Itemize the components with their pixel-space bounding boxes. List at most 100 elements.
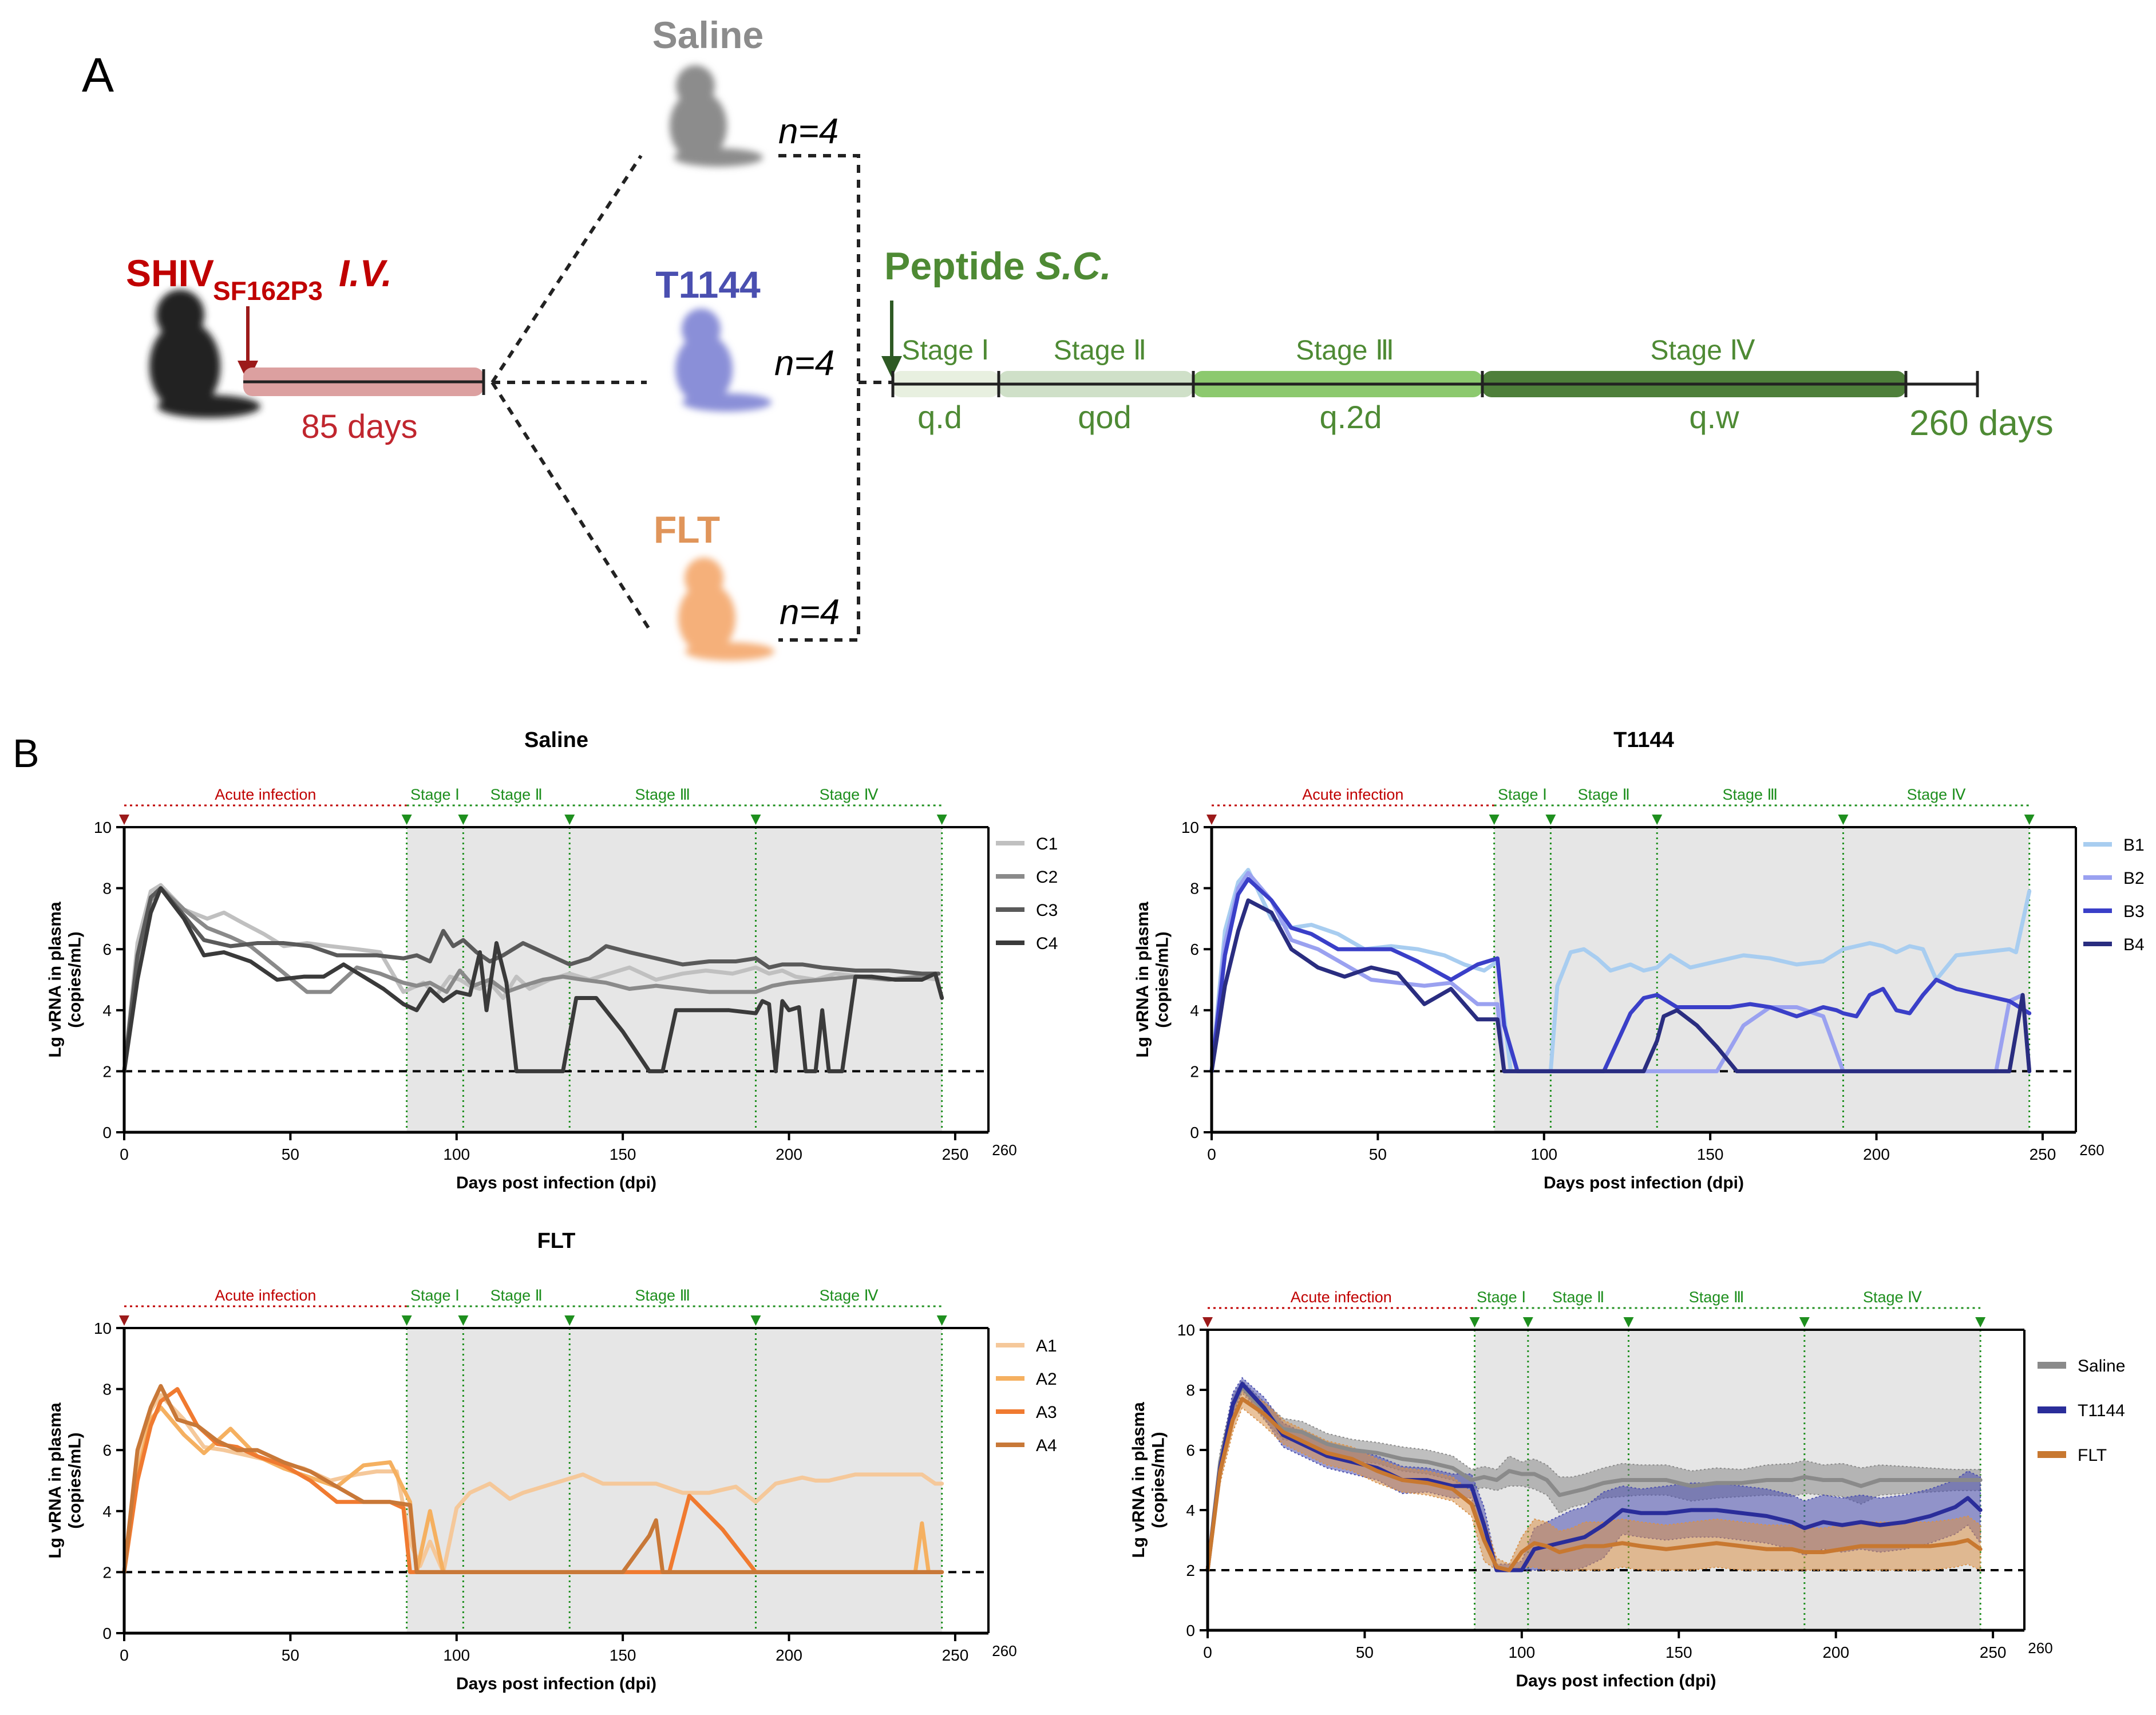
phase-label-stage: Stage Ⅲ bbox=[635, 1287, 691, 1304]
stage-ticks bbox=[891, 371, 1979, 397]
x-tick-label-150: 150 bbox=[610, 1145, 636, 1163]
group-t1144-name: T1144 bbox=[655, 263, 761, 306]
phase-label-stage: Stage Ⅰ bbox=[410, 786, 460, 803]
y-tick-label-8: 8 bbox=[1190, 880, 1199, 898]
phase-marker-0 bbox=[1202, 1317, 1213, 1327]
x-tick-label-50: 50 bbox=[282, 1145, 299, 1163]
treatment-period-shading bbox=[406, 827, 942, 1132]
y-axis-label-line2: (copies/mL) bbox=[1149, 1432, 1168, 1528]
acute-duration-label: 85 days bbox=[301, 408, 417, 445]
phase-marker-102 bbox=[458, 815, 469, 825]
saline-monkey-icon bbox=[670, 65, 763, 167]
phase-label-stage: Stage Ⅳ bbox=[820, 1287, 879, 1304]
y-tick-label-0: 0 bbox=[102, 1124, 112, 1141]
x-tick-label-150: 150 bbox=[610, 1646, 636, 1664]
legend-label-c2: C2 bbox=[1036, 868, 1058, 887]
phase-marker-190 bbox=[1799, 1317, 1810, 1327]
phase-marker-246 bbox=[936, 815, 947, 825]
stage3-name: Stage Ⅲ bbox=[1296, 335, 1394, 366]
x-tick-label-250: 250 bbox=[942, 1145, 969, 1163]
panel-b-label: B bbox=[13, 731, 39, 776]
x-tick-label-100: 100 bbox=[443, 1646, 470, 1664]
legend-label-c3: C3 bbox=[1036, 901, 1058, 920]
panel-a: A SHIV SF162P3 I.V. 85 days bbox=[82, 14, 2054, 661]
legend-label-c4: C4 bbox=[1036, 934, 1058, 953]
x-tick-label-200: 200 bbox=[776, 1646, 802, 1664]
phase-label-acute-infection: Acute infection bbox=[1291, 1289, 1392, 1306]
branch-lines bbox=[490, 154, 893, 642]
stage4-name: Stage Ⅳ bbox=[1650, 335, 1755, 366]
x-tick-label-50: 50 bbox=[282, 1646, 299, 1664]
stage1-dosing: q.d bbox=[917, 399, 962, 435]
y-tick-label-10: 10 bbox=[1181, 819, 1199, 836]
y-axis-label: Lg vRNA in plasma(copies/mL) bbox=[1129, 1402, 1168, 1558]
y-tick-label-10: 10 bbox=[94, 819, 112, 836]
y-tick-label-6: 6 bbox=[1186, 1441, 1195, 1459]
phase-marker-190 bbox=[750, 815, 761, 825]
legend-label-a1: A1 bbox=[1036, 1337, 1057, 1356]
legend-label-b4: B4 bbox=[2123, 935, 2145, 954]
peptide-arrowhead bbox=[881, 356, 902, 378]
y-tick-label-6: 6 bbox=[102, 941, 112, 958]
stage2-dosing: qod bbox=[1078, 399, 1131, 435]
phase-marker-0 bbox=[119, 815, 129, 825]
phase-label-stage: Stage Ⅰ bbox=[410, 1287, 460, 1304]
panel-b-charts: Saline Acute infection Stage Ⅰ Stage Ⅱ Stage… bbox=[46, 728, 2145, 1693]
phase-label-stage: Stage Ⅰ bbox=[1498, 786, 1547, 803]
y-tick-label-8: 8 bbox=[1186, 1381, 1195, 1399]
legend-label-saline: Saline bbox=[2078, 1357, 2125, 1376]
group-flt-name: FLT bbox=[654, 508, 720, 551]
phase-label-stage: Stage Ⅳ bbox=[820, 786, 879, 803]
x-tick-label-end: 260 bbox=[2079, 1141, 2104, 1159]
phase-marker-102 bbox=[458, 1315, 469, 1326]
infection-route: I.V. bbox=[339, 252, 392, 294]
phase-label-acute-infection: Acute infection bbox=[1302, 786, 1403, 803]
phase-marker-102 bbox=[1545, 815, 1556, 825]
phase-label-stage: Stage Ⅳ bbox=[1863, 1289, 1922, 1306]
stage2-name: Stage Ⅱ bbox=[1054, 335, 1146, 366]
series-line-b1 bbox=[1209, 868, 2032, 1073]
y-tick-label-2: 2 bbox=[1190, 1062, 1199, 1080]
y-tick-label-2: 2 bbox=[1186, 1562, 1195, 1579]
series-line-c1 bbox=[122, 883, 941, 1073]
legend-label-a4: A4 bbox=[1036, 1436, 1057, 1455]
panel-a-label: A bbox=[82, 48, 114, 102]
stage4-dosing: q.w bbox=[1689, 399, 1739, 435]
x-tick-label-200: 200 bbox=[776, 1145, 802, 1163]
legend-label-c1: C1 bbox=[1036, 835, 1058, 853]
phase-label-stage: Stage Ⅳ bbox=[1907, 786, 1966, 803]
x-tick-label-0: 0 bbox=[1207, 1145, 1216, 1163]
y-axis-label-line1: Lg vRNA in plasma bbox=[46, 902, 65, 1058]
phase-label-acute-infection: Acute infection bbox=[215, 786, 316, 803]
legend-label-flt: FLT bbox=[2078, 1446, 2107, 1465]
phase-marker-134 bbox=[1623, 1317, 1634, 1327]
x-tick-label-0: 0 bbox=[120, 1145, 129, 1163]
x-tick-label-100: 100 bbox=[1530, 1145, 1557, 1163]
phase-marker-134 bbox=[1652, 815, 1663, 825]
x-tick-label-end: 260 bbox=[2028, 1639, 2052, 1657]
flt-monkey-icon bbox=[678, 558, 774, 661]
y-tick-label-0: 0 bbox=[1190, 1124, 1199, 1141]
infection-strain: SF162P3 bbox=[213, 276, 323, 306]
phase-label-stage: Stage Ⅲ bbox=[1689, 1289, 1744, 1306]
group-saline-n: n=4 bbox=[778, 112, 838, 151]
x-tick-label-0: 0 bbox=[120, 1646, 129, 1664]
phase-marker-85 bbox=[1489, 815, 1500, 825]
y-tick-label-6: 6 bbox=[102, 1441, 112, 1459]
y-tick-label-4: 4 bbox=[102, 1503, 112, 1520]
x-tick-label-50: 50 bbox=[1369, 1145, 1387, 1163]
y-axis-label-line2: (copies/mL) bbox=[66, 931, 85, 1028]
y-axis-label: Lg vRNA in plasma(copies/mL) bbox=[46, 1402, 85, 1559]
x-axis-label: Days post infection (dpi) bbox=[456, 1674, 656, 1693]
x-axis-label: Days post infection (dpi) bbox=[456, 1173, 656, 1192]
phase-label-stage: Stage Ⅲ bbox=[635, 786, 691, 803]
phase-label-stage: Stage Ⅱ bbox=[1552, 1289, 1604, 1306]
x-tick-label-150: 150 bbox=[1697, 1145, 1724, 1163]
chart-2: T1144 Acute infection Stage Ⅰ Stage Ⅱ Stage … bbox=[1133, 728, 2145, 1192]
stage1-name: Stage Ⅰ bbox=[902, 335, 990, 366]
x-tick-label-250: 250 bbox=[942, 1646, 969, 1664]
group-t1144-n: n=4 bbox=[774, 343, 834, 383]
phase-marker-246 bbox=[1975, 1317, 1986, 1327]
legend-label-b2: B2 bbox=[2123, 869, 2145, 888]
phase-marker-85 bbox=[401, 815, 412, 825]
